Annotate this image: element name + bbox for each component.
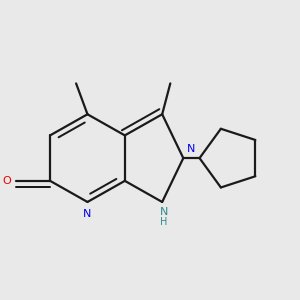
Text: N: N <box>160 207 168 217</box>
Text: H: H <box>160 217 167 227</box>
Text: N: N <box>83 209 92 219</box>
Text: N: N <box>187 144 196 154</box>
Text: O: O <box>2 176 11 186</box>
